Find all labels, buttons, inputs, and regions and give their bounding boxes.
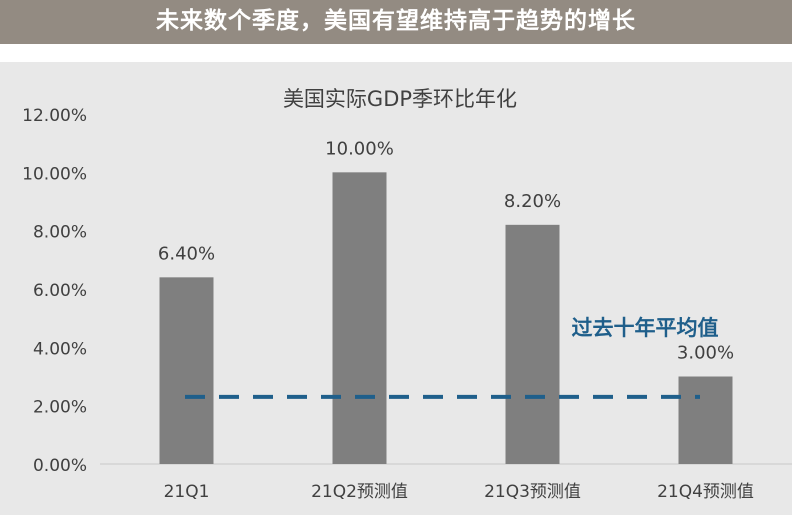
bar	[332, 172, 387, 465]
y-tick-label: 12.00%	[22, 106, 87, 126]
x-tick-label: 21Q4预测值	[657, 482, 754, 502]
header-banner	[0, 0, 792, 44]
x-tick-label: 21Q2预测值	[311, 482, 408, 502]
bars	[159, 172, 733, 465]
value-labels: 6.40% 10.00% 8.20% 3.00%	[158, 138, 734, 363]
chart-title: 美国实际GDP季环比年化	[283, 87, 517, 111]
y-tick-label: 10.00%	[22, 164, 87, 184]
y-tick-label: 2.00%	[33, 398, 87, 418]
separator	[0, 44, 792, 62]
y-tick-label: 8.00%	[33, 223, 87, 243]
bar	[505, 224, 560, 464]
y-tick-label: 4.00%	[33, 339, 87, 359]
x-axis-labels: 21Q1 21Q2预测值 21Q3预测值 21Q4预测值	[164, 482, 754, 502]
y-tick-label: 0.00%	[33, 456, 87, 476]
data-label: 8.20%	[504, 191, 561, 212]
y-tick-label: 6.00%	[33, 281, 87, 301]
x-tick-label: 21Q3预测值	[484, 482, 581, 502]
data-label: 6.40%	[158, 243, 215, 264]
ten-year-average-label: 过去十年平均值	[572, 316, 719, 340]
bar	[159, 277, 214, 464]
data-label: 3.00%	[677, 343, 734, 364]
chart-panel	[0, 62, 792, 515]
bar	[678, 376, 733, 464]
banner-title: 未来数个季度，美国有望维持高于趋势的增长	[156, 8, 636, 34]
x-tick-label: 21Q1	[164, 482, 210, 502]
data-label: 10.00%	[325, 138, 394, 159]
y-axis: 0.00% 2.00% 4.00% 6.00% 8.00% 10.00% 12.00%	[22, 106, 87, 476]
